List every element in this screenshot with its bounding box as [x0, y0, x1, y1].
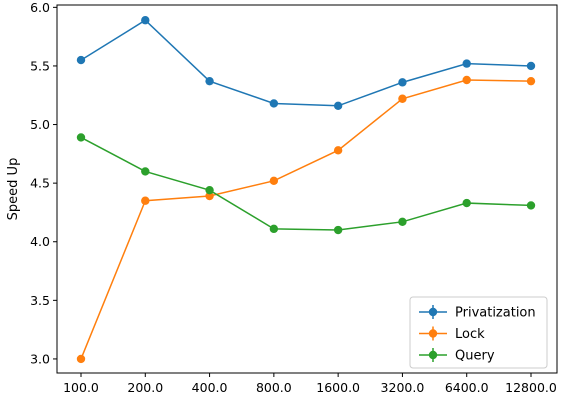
data-point: [398, 217, 407, 227]
data-point: [526, 76, 536, 86]
series-line: [80, 19, 532, 107]
series-layer: [76, 16, 536, 364]
data-point: [526, 201, 536, 210]
legend-marker: [428, 350, 438, 360]
data-point: [462, 198, 471, 208]
series-query: [76, 133, 536, 235]
data-point: [269, 176, 279, 185]
data-point: [462, 59, 471, 68]
legend-item: Privatization: [419, 305, 536, 321]
y-tick-label: 5.5: [30, 58, 50, 73]
x-tick-label: 3200.0: [381, 380, 425, 395]
x-axis: 100.0 200.0 400.0 800.0 1600.0 3200.0 6400.0 12…: [63, 373, 557, 395]
data-point: [462, 75, 471, 85]
y-tick-label: 6.0: [30, 0, 50, 15]
data-point: [205, 76, 214, 86]
x-tick-label: 6400.0: [445, 380, 489, 395]
data-point: [141, 167, 150, 176]
data-point: [76, 133, 86, 142]
x-tick-label: 100.0: [63, 380, 99, 395]
y-tick-label: 3.0: [30, 351, 50, 366]
data-point: [76, 354, 86, 364]
data-point: [526, 61, 536, 71]
y-tick-label: 4.5: [30, 176, 50, 191]
data-point: [205, 185, 214, 195]
series-line: [80, 136, 532, 231]
y-axis: 3.0 3.5 4.0 4.5 5.0 5.5 6.0: [30, 0, 57, 366]
data-point: [398, 78, 407, 87]
x-tick-label: 12800.0: [505, 380, 557, 395]
data-point: [398, 94, 407, 103]
legend-label: Lock: [455, 327, 485, 342]
series-lock: [76, 75, 536, 364]
y-axis-title: Speed Up: [6, 158, 21, 221]
data-point: [333, 146, 343, 155]
data-point: [205, 191, 214, 201]
series-privatization: [76, 16, 536, 110]
data-point: [333, 101, 343, 110]
y-tick-label: 5.0: [30, 117, 50, 132]
x-tick-label: 1600.0: [316, 380, 360, 395]
x-tick-label: 800.0: [256, 380, 292, 395]
plot-frame: [56, 4, 558, 374]
x-tick-label: 400.0: [192, 380, 228, 395]
legend: Privatization Lock Query: [409, 296, 548, 369]
legend-box: [409, 296, 548, 369]
legend-marker: [428, 307, 438, 317]
data-point: [76, 55, 86, 65]
y-tick-label: 4.0: [30, 234, 50, 249]
data-point: [269, 224, 279, 234]
legend-label: Query: [455, 349, 495, 364]
data-point: [333, 225, 343, 235]
legend-marker: [428, 329, 438, 338]
legend-item: Query: [419, 348, 495, 364]
legend-item: Lock: [419, 326, 485, 342]
legend-label: Privatization: [455, 306, 536, 321]
series-line: [80, 79, 532, 360]
x-tick-label: 200.0: [127, 380, 163, 395]
y-tick-label: 3.5: [30, 293, 50, 308]
data-point: [141, 196, 150, 205]
data-point: [269, 99, 279, 108]
data-point: [141, 16, 150, 25]
